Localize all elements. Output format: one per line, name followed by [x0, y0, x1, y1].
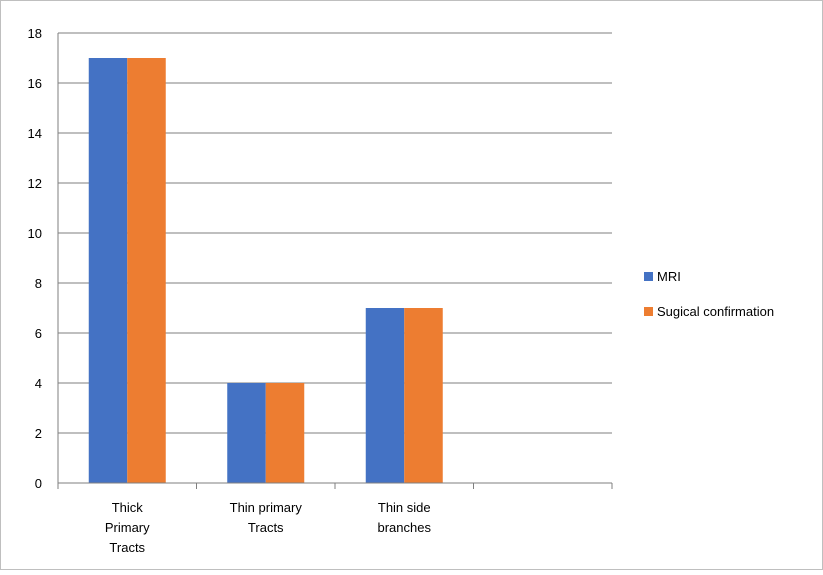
legend-swatch-mri	[644, 272, 653, 281]
x-tick-label-0: Thick Primary Tracts	[105, 500, 150, 555]
x-tick-label-2-line-1: branches	[378, 520, 432, 535]
bar-mri-1	[227, 383, 266, 483]
legend-label-mri: MRI	[657, 269, 681, 284]
legend-label-sugical-confirmation: Sugical confirmation	[657, 304, 774, 319]
bar-mri-2	[365, 308, 405, 483]
x-tick-label-1-line-0: Thin primary	[230, 500, 303, 515]
y-tick-label-0: 0	[35, 476, 42, 491]
y-tick-label-12: 12	[28, 176, 42, 191]
x-tick-label-0-line-0: Thick	[112, 500, 144, 515]
bars	[88, 58, 443, 483]
x-tick-label-0-line-1: Primary	[105, 520, 150, 535]
y-tick-label-4: 4	[35, 376, 42, 391]
legend-swatch-sugical-confirmation	[644, 307, 653, 316]
x-tick-label-2-line-0: Thin side	[378, 500, 431, 515]
axes	[57, 33, 613, 489]
bar-sugical-confirmation-1	[265, 383, 305, 483]
x-tick-label-1: Thin primary Tracts	[230, 500, 303, 535]
y-tick-labels: 0 2 4 6 8 10 12 14 16 18	[28, 26, 42, 491]
y-tick-label-14: 14	[28, 126, 42, 141]
bar-sugical-confirmation-0	[127, 58, 166, 483]
y-tick-label-10: 10	[28, 226, 42, 241]
x-tick-label-2: Thin side branches	[378, 500, 432, 535]
y-tick-label-6: 6	[35, 326, 42, 341]
y-tick-label-2: 2	[35, 426, 42, 441]
x-tick-label-0-line-2: Tracts	[109, 540, 145, 555]
x-tick-label-1-line-1: Tracts	[248, 520, 284, 535]
bar-mri-0	[88, 58, 128, 483]
legend: MRI Sugical confirmation	[644, 269, 774, 319]
y-tick-label-8: 8	[35, 276, 42, 291]
y-tick-label-16: 16	[28, 76, 42, 91]
bar-sugical-confirmation-2	[404, 308, 443, 483]
y-tick-label-18: 18	[28, 26, 42, 41]
